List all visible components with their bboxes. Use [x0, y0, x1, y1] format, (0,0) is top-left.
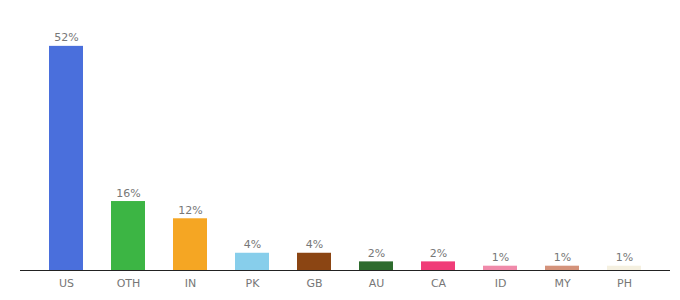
svg-text:ID: ID [495, 277, 507, 290]
svg-text:CA: CA [431, 277, 447, 290]
svg-text:IN: IN [185, 277, 196, 290]
svg-text:4%: 4% [306, 238, 323, 251]
svg-text:1%: 1% [492, 251, 509, 264]
svg-text:US: US [59, 277, 74, 290]
svg-text:2%: 2% [430, 247, 447, 260]
svg-text:PK: PK [246, 277, 261, 290]
svg-text:MY: MY [554, 277, 570, 290]
svg-text:AU: AU [369, 277, 385, 290]
svg-text:OTH: OTH [117, 277, 141, 290]
svg-text:1%: 1% [554, 251, 571, 264]
svg-text:16%: 16% [116, 187, 140, 200]
svg-text:1%: 1% [616, 251, 633, 264]
svg-text:PH: PH [617, 277, 632, 290]
svg-text:4%: 4% [244, 238, 261, 251]
svg-text:2%: 2% [368, 247, 385, 260]
svg-text:52%: 52% [54, 31, 78, 44]
svg-text:12%: 12% [178, 204, 202, 217]
svg-text:GB: GB [306, 277, 322, 290]
